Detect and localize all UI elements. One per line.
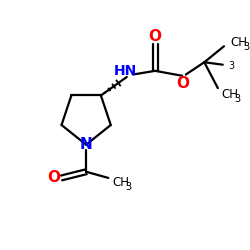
Text: 3: 3: [228, 62, 234, 72]
Text: CH: CH: [230, 36, 247, 49]
Text: HN: HN: [114, 64, 137, 78]
Text: N: N: [80, 137, 92, 152]
Text: O: O: [48, 170, 61, 186]
Text: 3: 3: [234, 94, 241, 104]
Text: CH: CH: [222, 88, 238, 102]
Text: O: O: [176, 76, 189, 91]
Text: CH: CH: [112, 176, 129, 189]
Text: 3: 3: [125, 182, 131, 192]
Text: 3: 3: [243, 42, 249, 52]
Text: O: O: [148, 29, 162, 44]
